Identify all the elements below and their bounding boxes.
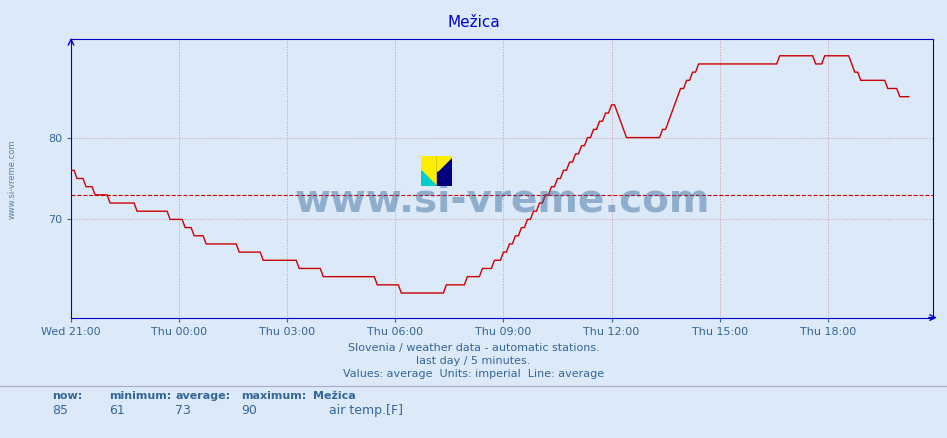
Text: now:: now: <box>52 392 82 402</box>
Text: www.si-vreme.com: www.si-vreme.com <box>8 140 17 219</box>
Text: last day / 5 minutes.: last day / 5 minutes. <box>417 357 530 366</box>
Text: 61: 61 <box>109 404 125 417</box>
Text: Values: average  Units: imperial  Line: average: Values: average Units: imperial Line: av… <box>343 370 604 379</box>
Text: www.si-vreme.com: www.si-vreme.com <box>295 182 709 220</box>
Polygon shape <box>437 155 452 186</box>
Polygon shape <box>437 155 452 171</box>
Text: 90: 90 <box>241 404 258 417</box>
Text: maximum:: maximum: <box>241 392 307 402</box>
Text: Mežica: Mežica <box>447 15 500 30</box>
Text: 73: 73 <box>175 404 191 417</box>
Text: Mežica: Mežica <box>313 392 355 402</box>
Text: air temp.[F]: air temp.[F] <box>329 404 402 417</box>
Polygon shape <box>421 155 437 186</box>
Text: Slovenia / weather data - automatic stations.: Slovenia / weather data - automatic stat… <box>348 343 599 353</box>
Text: minimum:: minimum: <box>109 392 171 402</box>
Text: 85: 85 <box>52 404 68 417</box>
Text: average:: average: <box>175 392 230 402</box>
Polygon shape <box>421 171 437 186</box>
